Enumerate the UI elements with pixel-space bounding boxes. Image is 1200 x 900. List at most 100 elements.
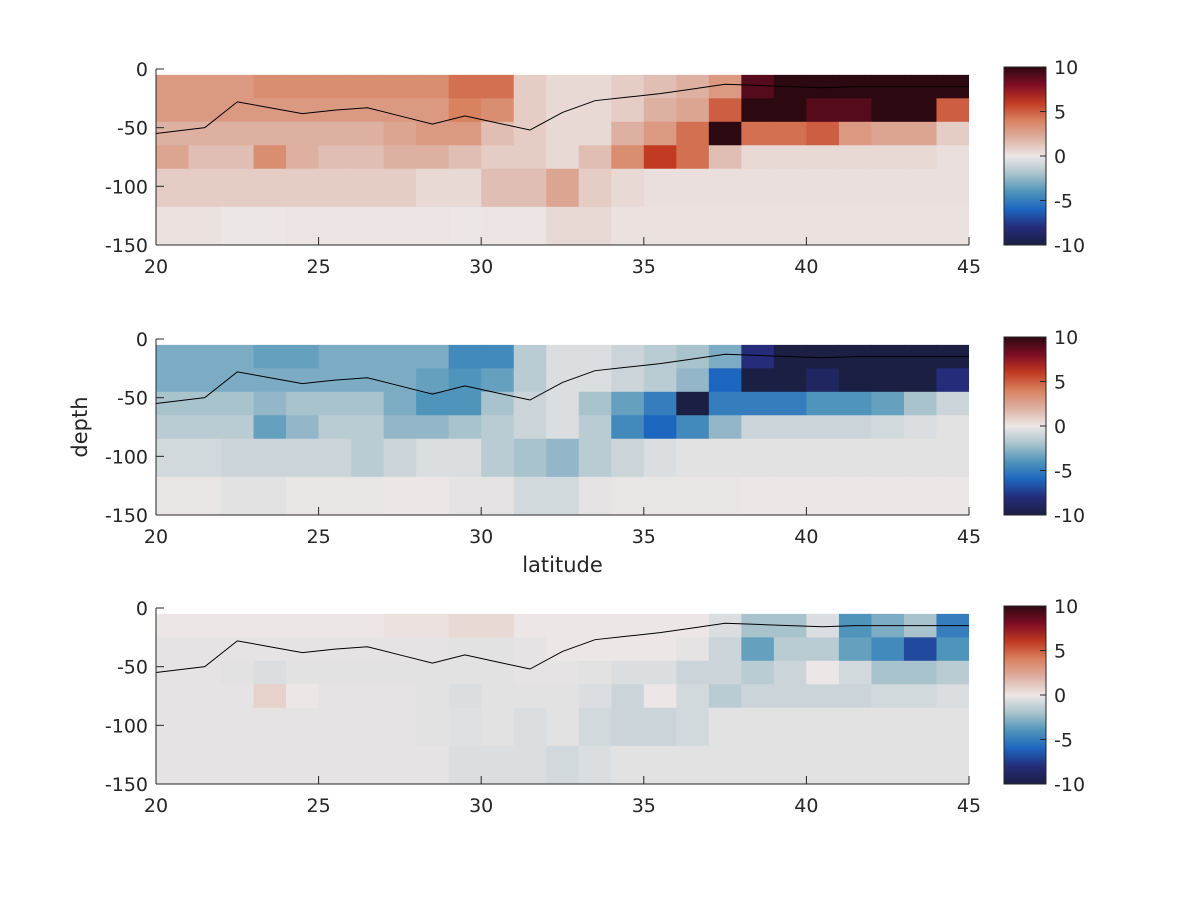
heatmap-cell: [286, 660, 320, 685]
heatmap-cell: [773, 684, 807, 709]
heatmap-cell: [188, 391, 222, 416]
y-tick-label: 0: [136, 329, 148, 351]
heatmap-cell: [936, 168, 969, 208]
heatmap-cell: [253, 145, 287, 170]
heatmap-cell: [351, 74, 385, 99]
heatmap-cell: [676, 206, 710, 245]
heatmap-cell: [936, 476, 969, 515]
heatmap-cell: [838, 206, 873, 245]
heatmap-cell: [871, 368, 905, 393]
heatmap-cell: [903, 98, 938, 123]
mixed-layer-line: [156, 353, 969, 405]
heatmap-cell: [416, 344, 450, 369]
heatmap-cell: [253, 637, 287, 662]
heatmap-cell: [773, 637, 807, 662]
heatmap-cell: [351, 206, 385, 245]
heatmap-cell: [383, 660, 417, 685]
heatmap-cell: [383, 74, 417, 99]
heatmap-cell: [838, 168, 873, 208]
colorbar-tick-label: 10: [1054, 327, 1078, 349]
heatmap-cell: [546, 707, 580, 747]
heatmap-cell: [578, 415, 612, 440]
heatmap-cell: [936, 684, 969, 709]
heatmap-cell: [611, 476, 645, 515]
heatmap-cell: [156, 206, 190, 245]
heatmap-cell: [351, 613, 385, 638]
heatmap-cell: [351, 415, 385, 440]
heatmap-cell: [221, 121, 255, 146]
heatmap-cell: [416, 168, 450, 208]
heatmap-cell: [221, 415, 255, 440]
heatmap-cell: [643, 98, 677, 123]
heatmap-cell: [156, 344, 190, 369]
heatmap-cell: [708, 344, 742, 369]
heatmap-cell: [286, 344, 320, 369]
heatmap-cell: [578, 637, 612, 662]
heatmap-cell: [871, 745, 905, 784]
y-tick-label: -150: [105, 774, 148, 796]
heatmap-cell: [708, 637, 742, 662]
heatmap-cell: [221, 391, 255, 416]
heatmap-cell: [708, 391, 742, 416]
heatmap-cell: [351, 745, 385, 784]
heatmap-cell: [481, 415, 515, 440]
heatmap-cell: [676, 121, 710, 146]
heatmap-cell: [286, 206, 320, 245]
heatmap-cell: [773, 391, 807, 416]
heatmap-cell: [318, 415, 352, 440]
heatmap-cell: [936, 438, 969, 478]
heatmap-cell: [156, 145, 190, 170]
heatmap-cell: [741, 368, 775, 393]
heatmap-cell: [221, 438, 255, 478]
heatmap-cell: [676, 368, 710, 393]
heatmap-cell: [156, 660, 190, 685]
heatmap-cell: [871, 637, 905, 662]
heatmap-cell: [578, 206, 612, 245]
heatmap-cell: [546, 145, 580, 170]
heatmap-cell: [383, 438, 417, 478]
heatmap-cell: [936, 415, 969, 440]
heatmap-cell: [773, 707, 807, 747]
heatmap-cell: [546, 121, 580, 146]
heatmap-cell: [871, 121, 905, 146]
heatmap-cell: [806, 476, 840, 515]
x-tick-label: 40: [794, 795, 818, 817]
colorbar-tick-label: 0: [1054, 146, 1066, 168]
heatmap-cell: [871, 707, 905, 747]
y-tick-label: -100: [105, 446, 148, 468]
heatmap-cell: [351, 145, 385, 170]
heatmap-cell: [741, 206, 775, 245]
heatmap-cell: [188, 145, 222, 170]
heatmap-cell: [253, 707, 287, 747]
heatmap-cell: [741, 613, 775, 638]
heatmap-cell: [708, 707, 742, 747]
heatmap-cell: [416, 684, 450, 709]
heatmap-cell: [708, 415, 742, 440]
heatmap-cell: [448, 168, 482, 208]
heatmap-cell: [481, 684, 515, 709]
heatmap-cell: [936, 660, 969, 685]
heatmap-cell: [741, 745, 775, 784]
heatmap-cell: [773, 476, 807, 515]
heatmap-cell: [448, 745, 482, 784]
heatmap-cell: [708, 613, 742, 638]
heatmap-cell: [481, 98, 515, 123]
heatmap-cell: [253, 98, 287, 123]
heatmap-cell: [676, 745, 710, 784]
heatmap-cell: [741, 391, 775, 416]
y-tick-label: -50: [117, 118, 148, 140]
heatmap-cell: [936, 745, 969, 784]
heatmap-cell: [286, 145, 320, 170]
heatmap-cell: [741, 684, 775, 709]
heatmap-cell: [546, 684, 580, 709]
heatmap-cell: [286, 745, 320, 784]
heatmap-cell: [351, 121, 385, 146]
heatmap-cell: [351, 476, 385, 515]
heatmap-cell: [156, 415, 190, 440]
y-tick-label: -150: [105, 235, 148, 257]
heatmap-cell: [416, 145, 450, 170]
heatmap-cell: [611, 660, 645, 685]
heatmap-cell: [156, 438, 190, 478]
heatmap-cell: [156, 74, 190, 99]
x-tick-label: 45: [957, 526, 981, 548]
